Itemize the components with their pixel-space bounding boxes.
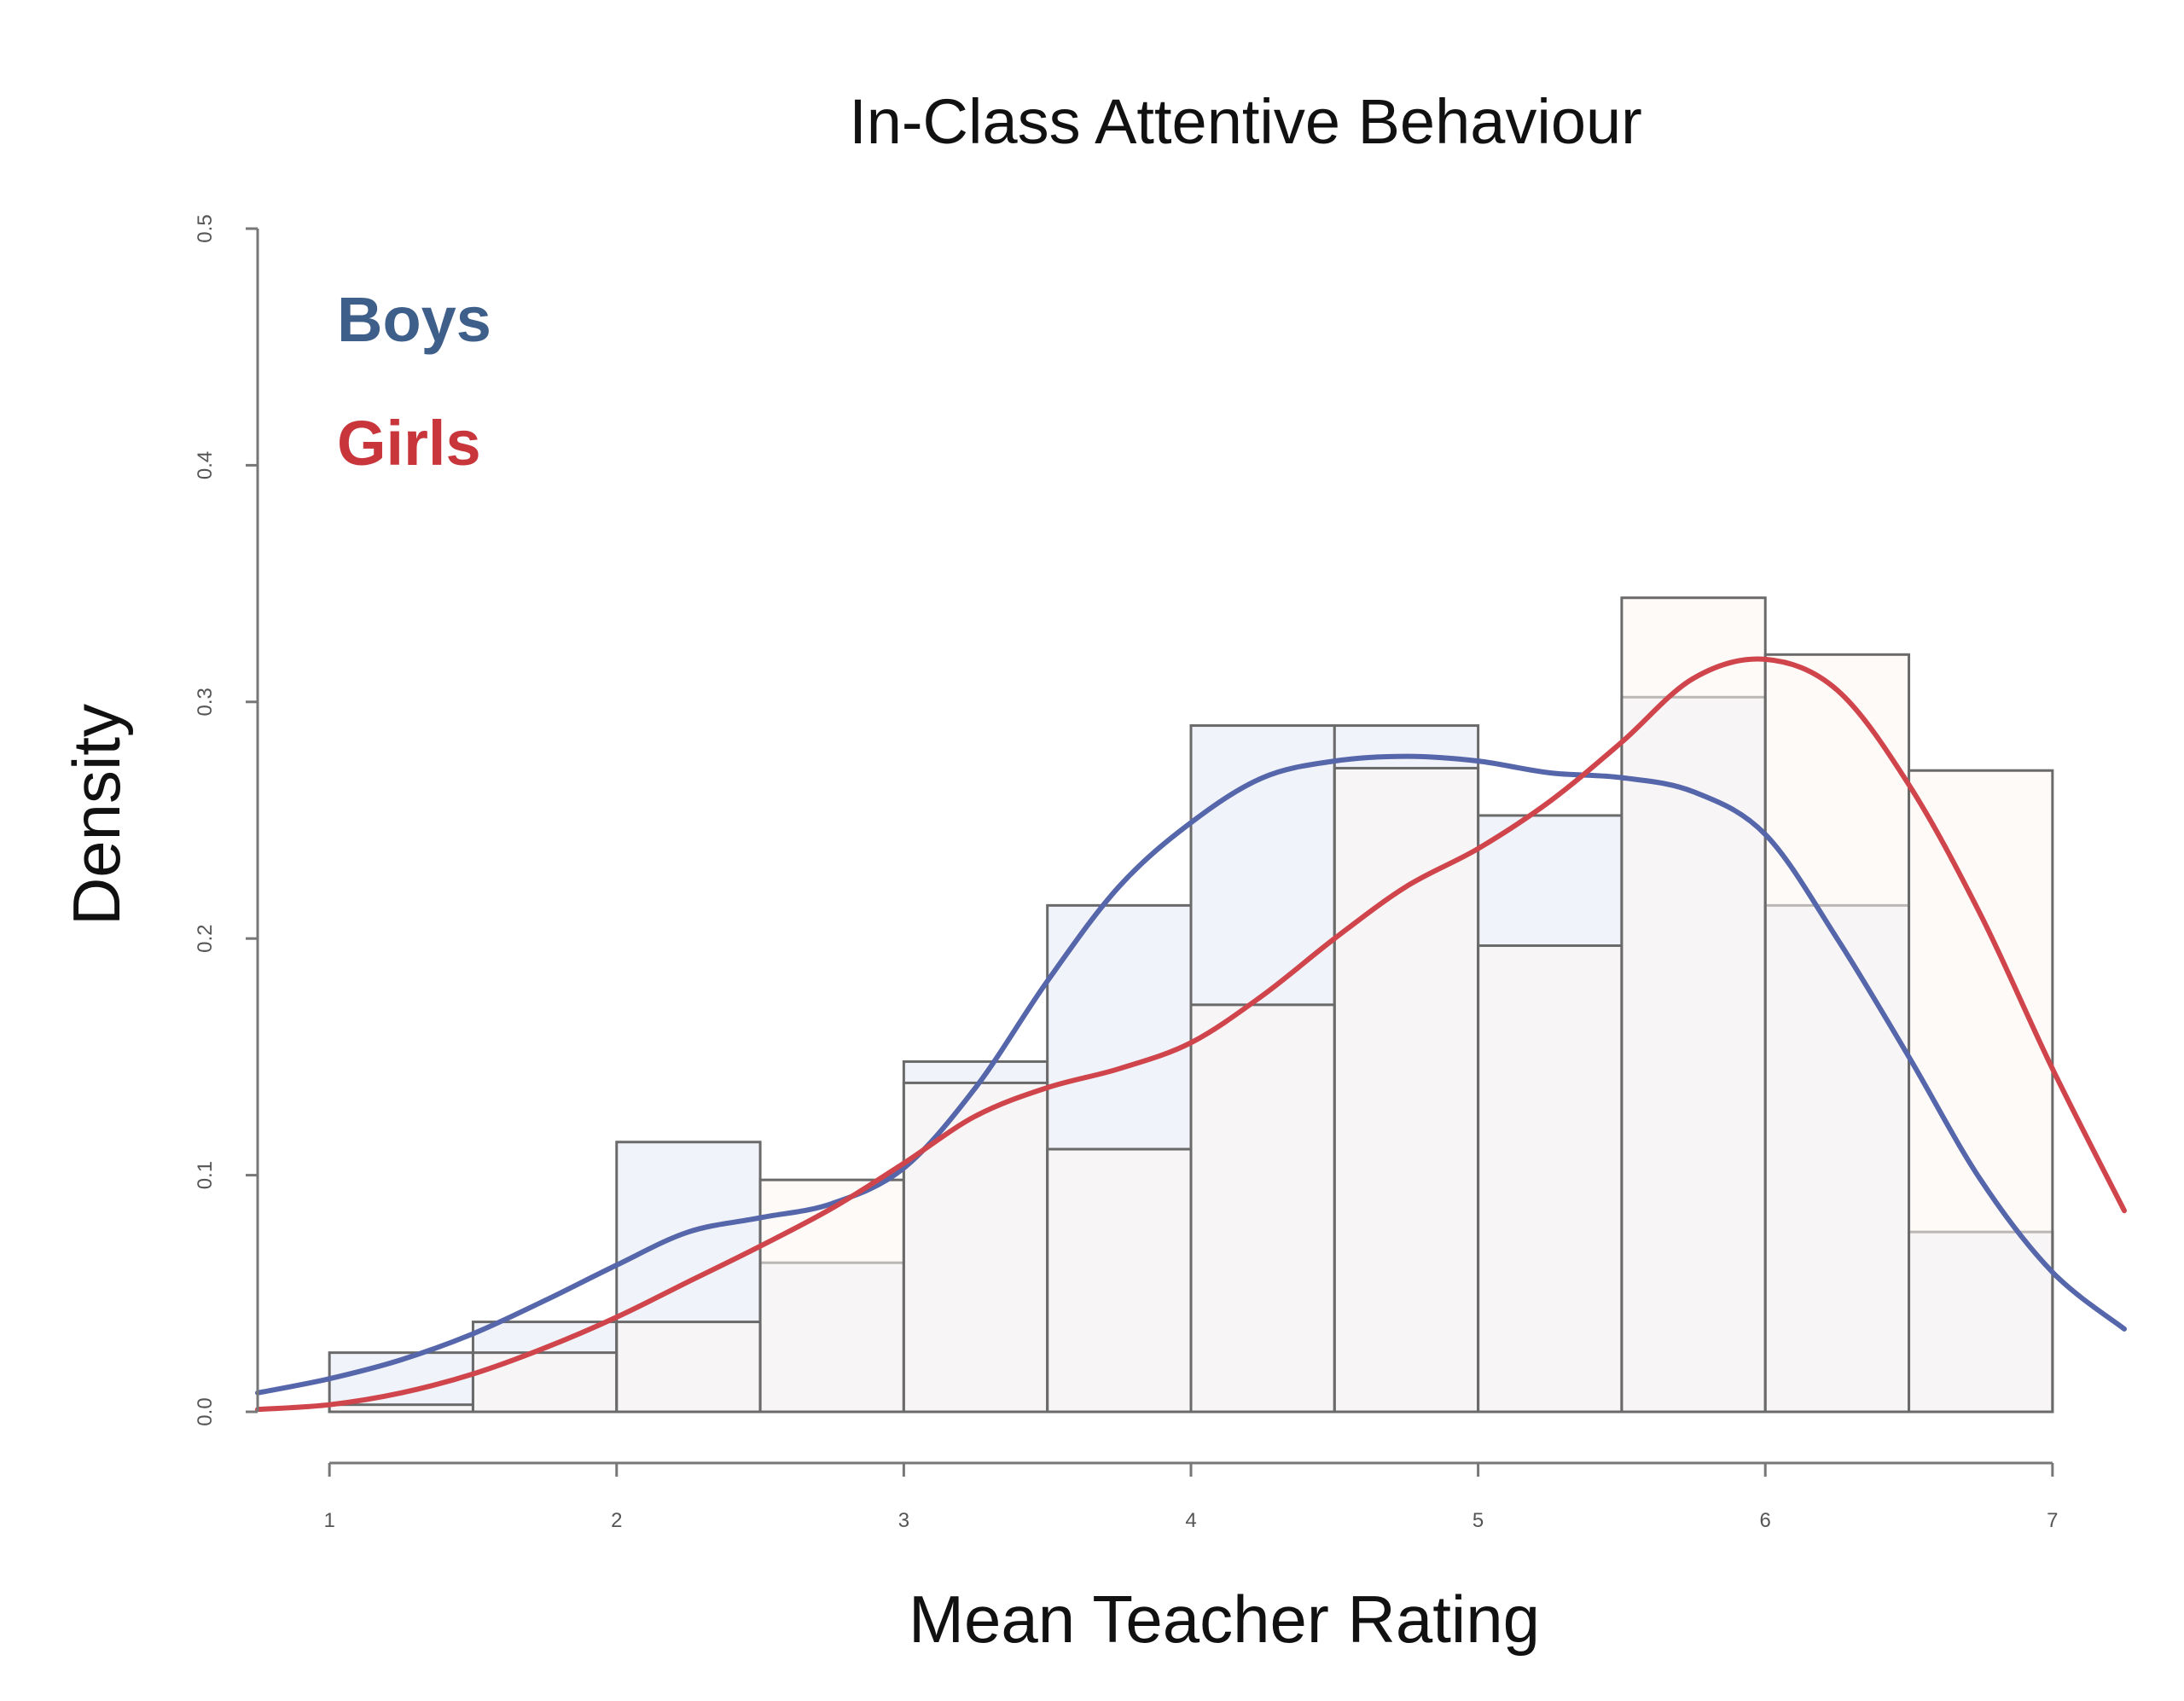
boys-density-curve <box>255 753 2127 1396</box>
density-curves <box>255 656 2127 1413</box>
girls-bar <box>758 1178 905 1414</box>
x-tick-label: 4 <box>1185 1509 1196 1532</box>
x-tick-label: 7 <box>2047 1509 2058 1532</box>
girls-bar <box>1046 1147 1193 1414</box>
y-tick-label: 0.1 <box>194 1161 217 1189</box>
girls-bar <box>1189 1003 1336 1414</box>
girls-bar <box>902 1081 1049 1414</box>
girls-bar <box>328 1403 474 1414</box>
girls-bar <box>615 1321 762 1414</box>
x-tick-label: 1 <box>323 1509 334 1532</box>
legend-girls: Girls <box>337 408 481 479</box>
chart-title: In-Class Attentive Behaviour <box>849 86 1642 157</box>
axes: 0.0 0.1 0.2 0.3 0.4 0.5 1 2 3 4 5 6 7 <box>194 214 2059 1532</box>
girls-bar <box>1908 769 2054 1414</box>
girls-bar <box>471 1351 619 1414</box>
girls-density-curve <box>255 656 2127 1413</box>
y-tick-label: 0.0 <box>194 1397 217 1425</box>
girls-bar <box>1333 766 1480 1414</box>
legend: Boys Girls <box>337 284 491 479</box>
x-tick-label: 2 <box>611 1509 622 1532</box>
girls-bars <box>328 596 2054 1414</box>
girls-bar <box>1763 653 1911 1414</box>
y-tick-label: 0.3 <box>194 688 217 716</box>
x-axis-title: Mean Teacher Rating <box>909 1582 1540 1657</box>
girls-bar <box>1620 596 1767 1414</box>
x-tick-label: 6 <box>1760 1509 1771 1532</box>
y-tick-label: 0.2 <box>194 925 217 953</box>
x-tick-label: 5 <box>1472 1509 1484 1532</box>
y-tick-label: 0.5 <box>194 214 217 242</box>
x-tick-label: 3 <box>898 1509 909 1532</box>
y-tick-label: 0.4 <box>194 451 217 479</box>
girls-bar <box>1477 944 1623 1414</box>
y-axis-title: Density <box>59 704 134 926</box>
legend-boys: Boys <box>337 284 491 355</box>
